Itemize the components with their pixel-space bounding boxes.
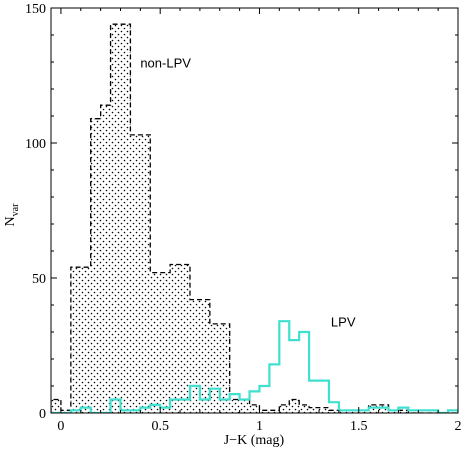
x-tick-label: 0.5 bbox=[151, 419, 169, 434]
plot-frame bbox=[50, 7, 459, 414]
y-tick-label: 150 bbox=[25, 2, 46, 17]
x-tick-label: 1.5 bbox=[350, 419, 368, 434]
svg-text:Nvar: Nvar bbox=[3, 203, 21, 227]
series-non-lpv-fill bbox=[51, 24, 458, 413]
plot-area bbox=[51, 23, 458, 413]
x-tick-label: 1 bbox=[256, 419, 263, 434]
axis-ticks: 0 0.5 1 1.5 2 0 50 100 150 bbox=[25, 2, 462, 434]
y-tick-label: 100 bbox=[25, 137, 46, 152]
x-axis-label: J−K (mag) bbox=[224, 433, 285, 448]
annotation-non-lpv: non-LPV bbox=[140, 55, 191, 70]
y-tick-label: 50 bbox=[32, 272, 46, 287]
y-axis-label-sub: var bbox=[10, 203, 21, 216]
y-axis-label-main: N bbox=[3, 216, 18, 226]
x-tick-label: 2 bbox=[455, 419, 462, 434]
x-tick-label: 0 bbox=[57, 419, 64, 434]
y-axis-label: Nvar bbox=[3, 203, 21, 227]
annotation-lpv: LPV bbox=[331, 315, 356, 330]
y-tick-label: 0 bbox=[39, 407, 46, 422]
